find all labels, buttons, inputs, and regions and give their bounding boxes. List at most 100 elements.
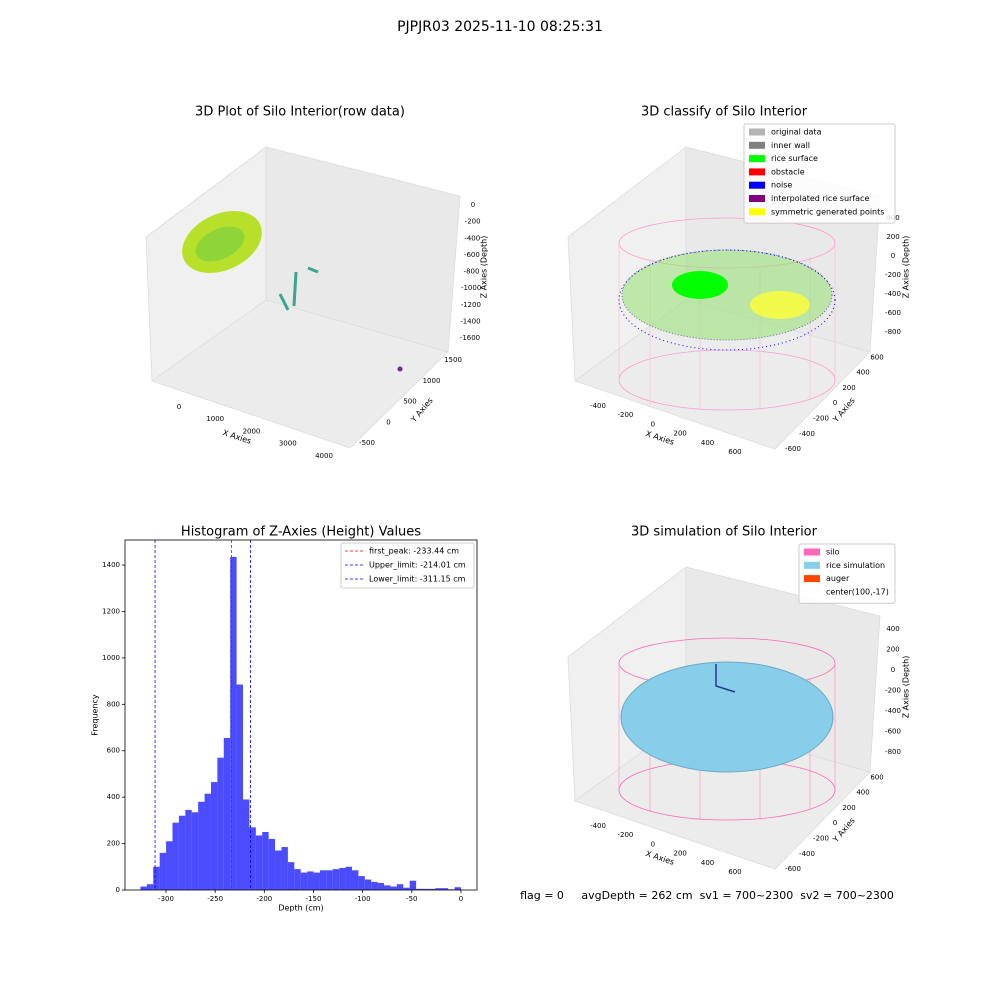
x-tick-label: 200 <box>674 850 687 858</box>
bar <box>191 812 199 890</box>
y-tick-label: 200 <box>842 804 855 812</box>
legend-swatch <box>749 141 765 149</box>
legend-label: original data <box>771 128 822 137</box>
z-tick-label: -1400 <box>460 317 480 325</box>
x-tick-label: 2000 <box>243 427 261 435</box>
z-tick-label: -1000 <box>461 284 481 292</box>
y-tick-label: -500 <box>359 439 375 447</box>
bar <box>441 888 449 890</box>
x-tick-label: 0 <box>651 420 655 428</box>
y-tick-label: 400 <box>856 789 869 797</box>
bar <box>358 876 365 890</box>
y-tick-label: 500 <box>403 398 416 406</box>
z-tick-label: -400 <box>885 290 901 298</box>
bar <box>223 737 231 890</box>
bar <box>166 841 173 890</box>
bar <box>390 886 397 890</box>
x-tick-label: 0 <box>651 840 655 848</box>
z-tick-label: 200 <box>886 645 899 653</box>
legend-swatch <box>804 548 820 556</box>
z-tick-label: -600 <box>885 309 901 317</box>
z-tick-label: -1200 <box>461 301 481 309</box>
bar <box>262 831 269 890</box>
bar <box>217 757 224 890</box>
legend-swatch <box>749 181 765 189</box>
bar <box>416 888 423 890</box>
figure-title: PJPJR03 2025-11-10 08:25:31 <box>397 19 603 35</box>
legend-swatch <box>804 561 820 569</box>
bar <box>371 881 378 890</box>
x-tick-label: 400 <box>701 439 714 447</box>
bar <box>204 793 211 890</box>
bar <box>403 887 410 890</box>
chart-title: Histogram of Z-Axies (Height) Values <box>181 525 421 540</box>
legend-label: noise <box>771 181 792 190</box>
legend-box <box>340 542 475 589</box>
legend-swatch <box>749 195 765 202</box>
footer: flag = 0 avgDepth = 262 cm sv1 = 700~230… <box>520 889 894 902</box>
y-tick-label: 200 <box>107 840 120 848</box>
pane <box>574 299 871 450</box>
x-tick-label: -200 <box>256 895 272 903</box>
bar <box>435 888 442 890</box>
x-tick-label: -100 <box>355 895 371 903</box>
z-tick-label: -800 <box>464 268 480 276</box>
x-tick-label: 1000 <box>206 415 224 423</box>
x-tick-label: 0 <box>177 403 181 411</box>
chart-title: 3D simulation of Silo Interior <box>631 525 818 540</box>
bar <box>351 870 359 890</box>
y-tick-label: -400 <box>799 430 815 438</box>
bar <box>198 801 205 890</box>
x-tick-label: 200 <box>674 430 687 438</box>
z-tick-label: -600 <box>885 727 901 735</box>
bar <box>313 872 320 890</box>
y-tick-label: 400 <box>107 793 120 801</box>
x-tick-label: -400 <box>590 402 606 410</box>
x-tick-label: -250 <box>207 895 223 903</box>
y-tick-label: 600 <box>870 773 883 781</box>
point-cloud <box>195 226 245 262</box>
y-tick-label: -400 <box>799 850 815 858</box>
panes <box>145 146 461 449</box>
legend-label: interpolated rice surface <box>771 194 869 203</box>
x-tick-label: -300 <box>158 895 174 903</box>
chart-title: 3D Plot of Silo Interior(row data) <box>195 105 405 120</box>
point-cloud <box>672 271 728 299</box>
legend-swatch <box>749 155 765 163</box>
chart-title: 3D classify of Silo Interior <box>641 105 808 120</box>
x-tick-label: -150 <box>306 895 322 903</box>
point-cloud <box>397 366 403 372</box>
bar <box>384 885 391 890</box>
bar <box>275 850 282 890</box>
z-tick-label: -400 <box>885 707 901 715</box>
bar <box>377 883 385 890</box>
y-tick-label: -600 <box>785 445 801 453</box>
bar <box>364 879 372 890</box>
legend-label: Lower_limit: -311.15 cm <box>369 575 466 584</box>
y-tick-label: 0 <box>833 399 837 407</box>
rice-simulation <box>620 661 834 773</box>
silo-wire <box>618 243 836 410</box>
bar <box>339 867 346 890</box>
z-tick-label: 200 <box>886 233 899 241</box>
legend-swatch <box>749 128 765 136</box>
y-tick-label: 800 <box>107 700 120 708</box>
z-tick-label: 0 <box>471 201 475 209</box>
x-tick-label: 600 <box>728 868 741 876</box>
bar <box>396 884 404 890</box>
bar <box>345 866 352 890</box>
bar <box>172 822 179 890</box>
z-tick-label: -200 <box>885 271 901 279</box>
y-tick-label: 200 <box>842 384 855 392</box>
z-tick-label: -800 <box>885 328 901 336</box>
y-tick-label: 1000 <box>423 377 441 385</box>
y-tick-label: 0 <box>116 886 120 894</box>
bar <box>243 799 250 890</box>
legend-label: rice simulation <box>826 561 885 570</box>
z-tick-label: -1600 <box>460 334 480 342</box>
bar <box>153 866 160 890</box>
bar <box>159 852 167 890</box>
legend-label: silo <box>826 548 840 557</box>
x-tick-label: -200 <box>617 411 633 419</box>
